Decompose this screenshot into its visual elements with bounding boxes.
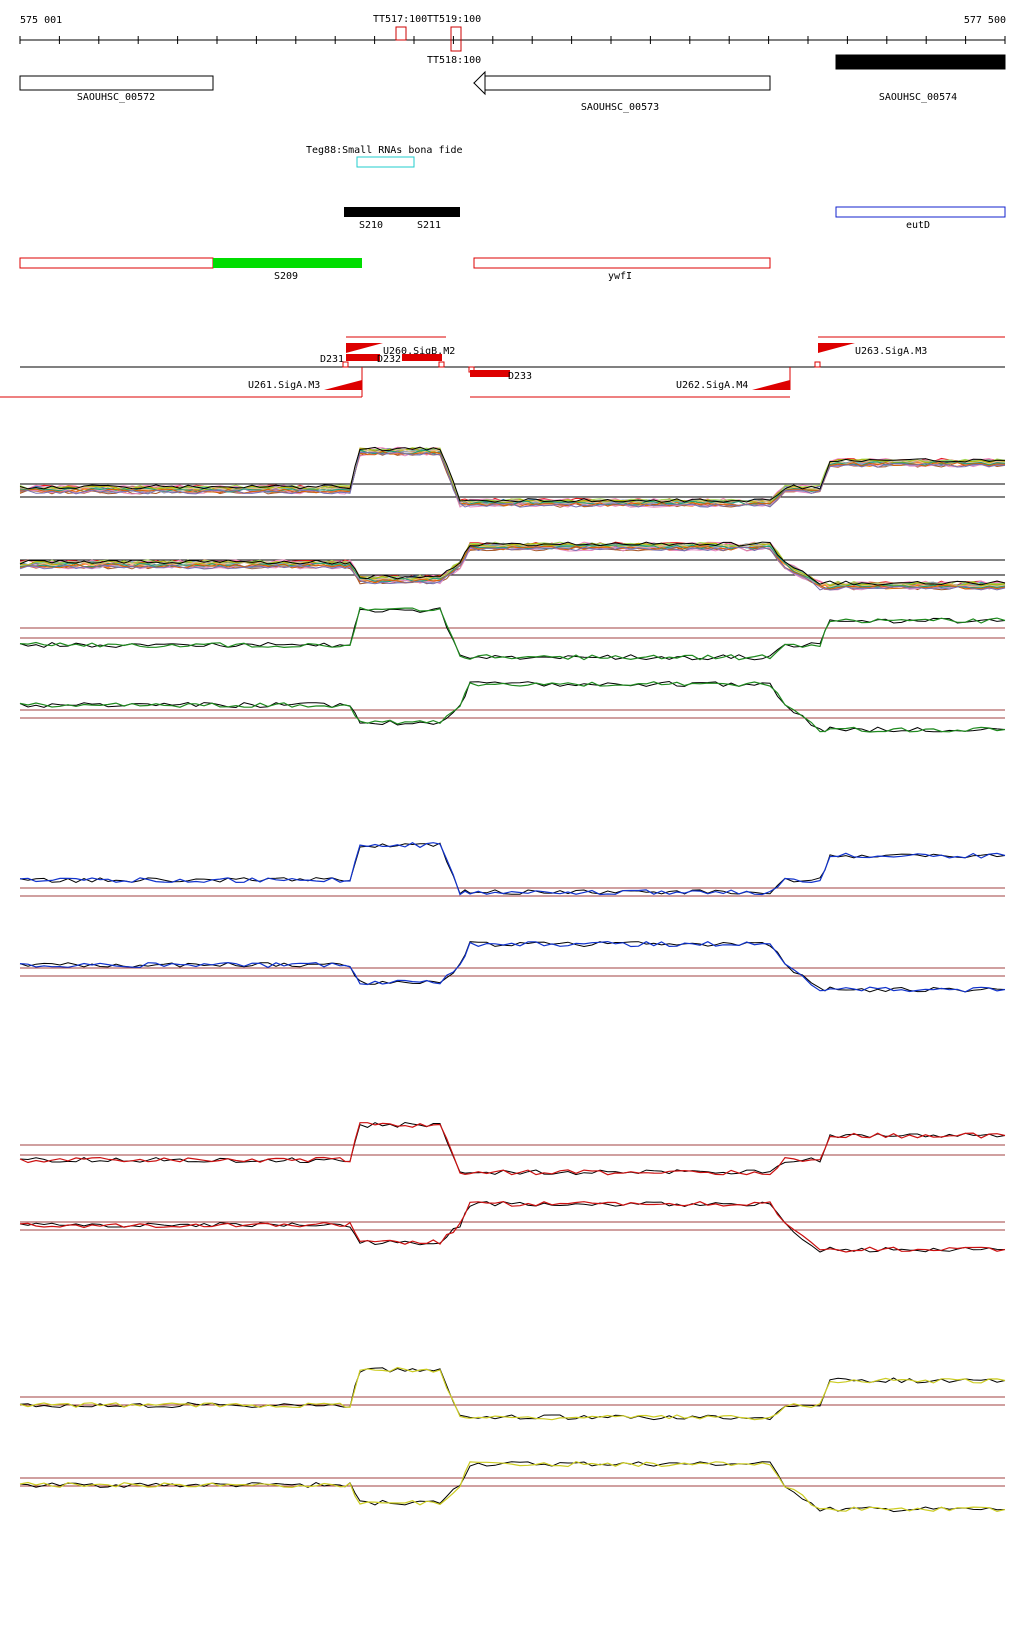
gene-saouhsc-00573[interactable] xyxy=(473,75,771,91)
expression-profiles xyxy=(19,446,1006,1513)
condition-4-fwd-profile-line xyxy=(19,1366,1006,1421)
transcript-label-u263: U263.SigA.M3 xyxy=(855,346,927,357)
tss-marker-mid xyxy=(438,361,445,368)
transcript-start-u261 xyxy=(324,380,362,390)
small-rna-track: Teg88:Small RNAs bona fide xyxy=(306,145,463,168)
operon-box-ywfi[interactable] xyxy=(473,257,771,269)
condition-1-fwd-profile-line xyxy=(19,606,1006,661)
srna-feature-track: S210 S211 eutD xyxy=(344,206,1006,231)
terminator-label-tt519: TT519:100 xyxy=(427,14,481,25)
operon-label-s209: S209 xyxy=(274,271,298,282)
srna-feature-bar[interactable] xyxy=(344,207,460,217)
transcript-start-u262 xyxy=(752,380,790,390)
overview-rev-line xyxy=(19,543,1006,588)
condition-4-rev-replicate-line xyxy=(19,1461,1006,1513)
condition-1-fwd-replicate-line xyxy=(19,607,1006,661)
terminator-box-tt517[interactable] xyxy=(395,26,407,41)
transcript-start-u260 xyxy=(346,343,383,353)
tss-marker-left xyxy=(342,361,349,368)
srna-label-s210: S210 xyxy=(359,220,383,231)
overview-rev-line xyxy=(19,541,1006,586)
small-rna-label: Teg88:Small RNAs bona fide xyxy=(306,145,463,156)
transcript-label-u260: U260.SigB.M2 xyxy=(383,346,455,357)
condition-3-rev-profile-line xyxy=(19,1200,1006,1253)
ruler-ticks xyxy=(19,36,1006,44)
overview-fwd-line xyxy=(19,449,1006,506)
operon-box-s209[interactable] xyxy=(213,258,362,268)
overview-rev-line xyxy=(19,545,1006,590)
gene-label-saouhsc-00572: SAOUHSC_00572 xyxy=(77,92,155,103)
overview-fwd-line xyxy=(19,447,1005,503)
transcript-track: U260.SigB.M2 U263.SigA.M3 U261.SigA.M3 U… xyxy=(0,336,1005,398)
overview-fwd-line xyxy=(19,448,1006,505)
transcript-label-u262: U262.SigA.M4 xyxy=(676,380,748,391)
tss-label-d231: D231 xyxy=(320,354,344,365)
operon-box-left[interactable] xyxy=(19,257,214,269)
overview-fwd-line xyxy=(19,447,1006,504)
overview-fwd-line xyxy=(19,448,1006,505)
overview-fwd-line xyxy=(19,450,1006,507)
small-rna-box[interactable] xyxy=(356,156,415,168)
coordinate-ruler: 575 001 577 500 xyxy=(19,15,1006,44)
gene-track: SAOUHSC_00572 SAOUHSC_00573 SAOUHSC_0057… xyxy=(19,54,1006,113)
condition-2-fwd-replicate-line xyxy=(19,842,1006,895)
condition-1-rev-profile-line xyxy=(19,681,1006,733)
overview-fwd-line xyxy=(19,447,1006,504)
condition-3-fwd-replicate-line xyxy=(19,1121,1006,1176)
transcript-start-u263 xyxy=(818,343,855,353)
gene-arrow-saouhsc-00573 xyxy=(473,70,486,96)
tss-bar-d233[interactable] xyxy=(470,370,510,377)
condition-4-rev-profile-line xyxy=(19,1460,1006,1513)
tss-bar-d231[interactable] xyxy=(346,354,380,361)
overview-rev-line xyxy=(19,546,1006,591)
ruler-end-label: 577 500 xyxy=(964,15,1006,26)
eut-feature-box[interactable] xyxy=(835,206,1006,218)
condition-2-rev-profile-line xyxy=(19,940,1006,993)
gene-label-saouhsc-00574: SAOUHSC_00574 xyxy=(879,92,957,103)
gene-label-saouhsc-00573: SAOUHSC_00573 xyxy=(581,102,659,113)
terminator-track: TT517:100 TT519:100 TT518:100 xyxy=(373,14,481,66)
overview-fwd-line xyxy=(19,447,1006,503)
eut-feature-label: eutD xyxy=(906,220,930,231)
ruler-start-label: 575 001 xyxy=(20,15,62,26)
condition-4-fwd-replicate-line xyxy=(19,1367,1006,1421)
terminator-label-tt517: TT517:100 xyxy=(373,14,427,25)
operon-label-ywfi: ywfI xyxy=(608,271,632,282)
overview-fwd-line xyxy=(19,447,1006,504)
tss-label-d233: D233 xyxy=(508,371,532,382)
overview-fwd-line xyxy=(19,446,1006,503)
terminator-box-tt518[interactable] xyxy=(450,26,462,52)
transcript-label-u261: U261.SigA.M3 xyxy=(248,380,320,391)
tss-marker-right xyxy=(468,366,475,373)
terminator-label-tt518: TT518:100 xyxy=(427,55,481,66)
condition-1-rev-replicate-line xyxy=(19,680,1006,733)
tss-bar-d232[interactable] xyxy=(402,354,442,361)
gene-saouhsc-00572[interactable] xyxy=(19,75,214,91)
srna-label-s211: S211 xyxy=(417,220,441,231)
transcript-marker-u263 xyxy=(814,361,821,368)
overview-fwd-line xyxy=(19,446,1006,503)
condition-2-fwd-profile-line xyxy=(19,842,1006,896)
overview-fwd-line xyxy=(19,451,1006,508)
operon-track: S209 ywfI xyxy=(19,257,771,282)
condition-3-fwd-profile-line xyxy=(19,1122,1006,1176)
tss-label-d232: D232 xyxy=(377,354,401,365)
gene-saouhsc-00574[interactable] xyxy=(835,54,1006,70)
condition-2-rev-replicate-line xyxy=(19,941,1006,993)
